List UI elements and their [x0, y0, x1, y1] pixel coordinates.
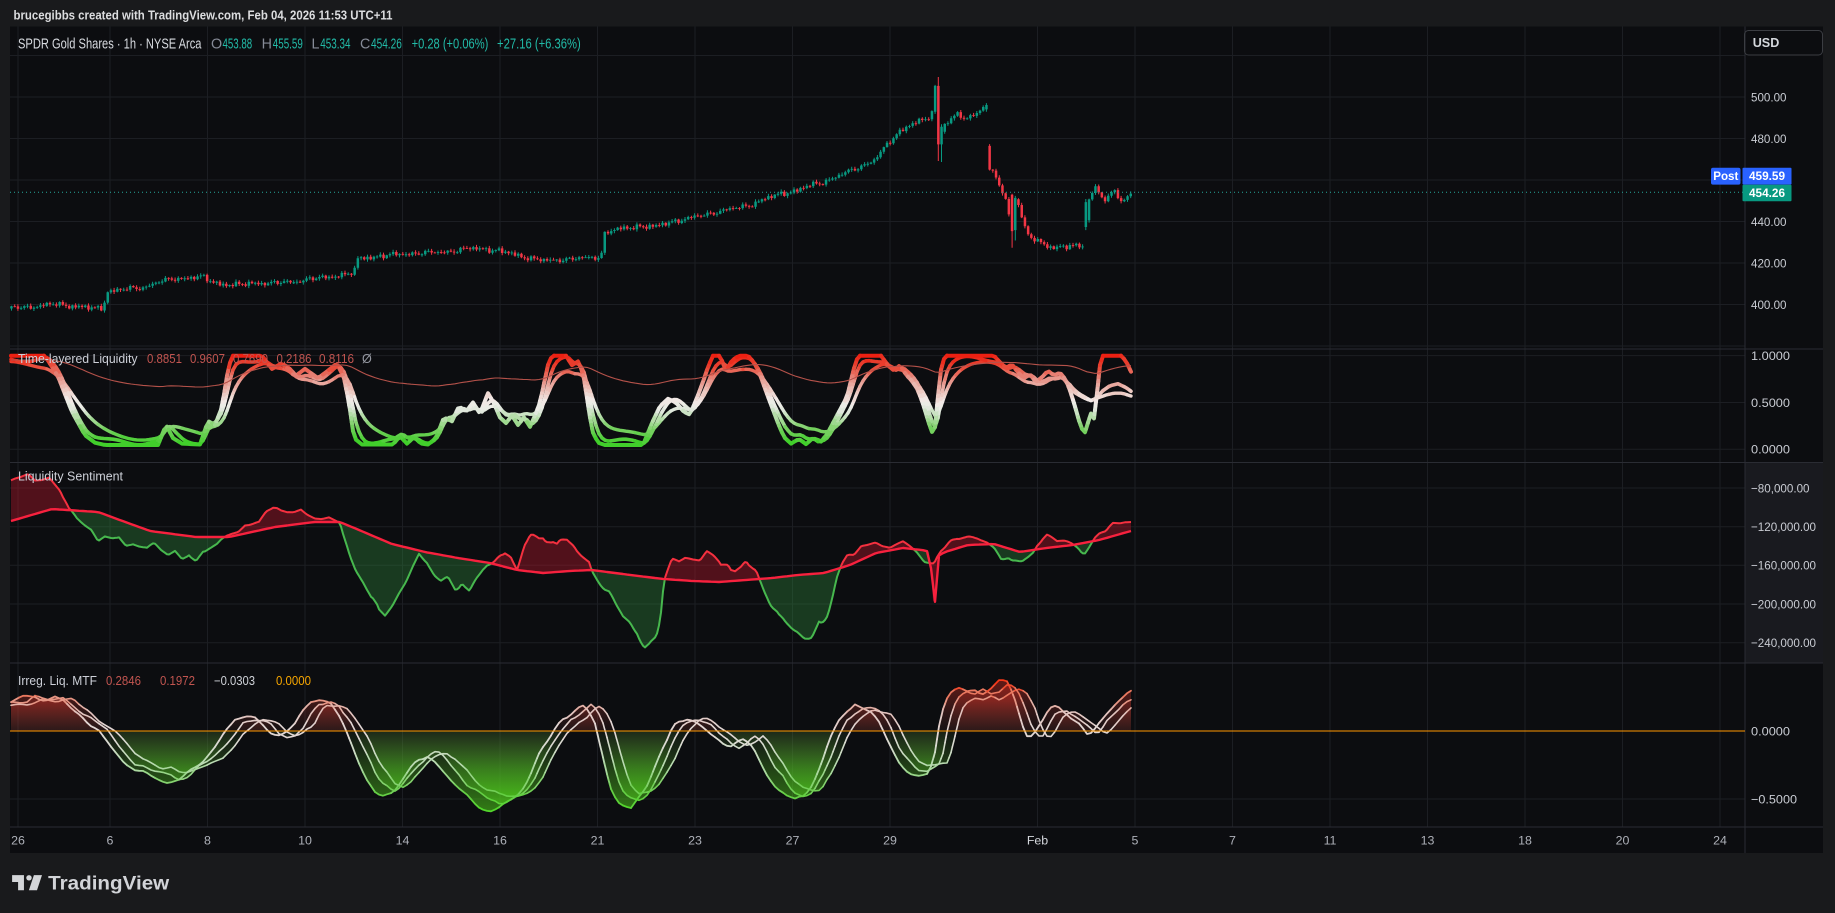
svg-text:0.0000: 0.0000 — [1751, 724, 1790, 738]
svg-text:USD: USD — [1753, 36, 1780, 50]
svg-text:1.0000: 1.0000 — [1751, 349, 1790, 363]
svg-text:459.59: 459.59 — [1749, 169, 1786, 183]
svg-text:500.00: 500.00 — [1751, 91, 1787, 105]
svg-text:SPDR Gold Shares · 1h · NYSE A: SPDR Gold Shares · 1h · NYSE Arca — [18, 37, 202, 53]
svg-text:0.0000: 0.0000 — [1751, 443, 1790, 457]
svg-text:420.00: 420.00 — [1751, 257, 1787, 271]
svg-text:O: O — [211, 37, 222, 53]
svg-text:TradingView: TradingView — [48, 873, 170, 895]
svg-text:−0.5000: −0.5000 — [1751, 792, 1797, 806]
svg-text:16: 16 — [493, 834, 507, 848]
svg-text:−200,000.00: −200,000.00 — [1751, 597, 1816, 611]
svg-text:0.8116: 0.8116 — [319, 352, 354, 366]
svg-text:23: 23 — [688, 834, 702, 848]
svg-text:0.2186: 0.2186 — [277, 352, 312, 366]
svg-text:0.8851: 0.8851 — [147, 352, 182, 366]
svg-text:26: 26 — [11, 834, 25, 848]
svg-text:−240,000.00: −240,000.00 — [1751, 636, 1816, 650]
svg-text:−120,000.00: −120,000.00 — [1751, 520, 1816, 534]
svg-text:L: L — [312, 37, 320, 53]
svg-text:13: 13 — [1421, 834, 1435, 848]
svg-text:20: 20 — [1616, 834, 1630, 848]
svg-text:453.34: 453.34 — [320, 37, 350, 53]
svg-text:0.7690: 0.7690 — [233, 352, 268, 366]
svg-text:10: 10 — [298, 834, 312, 848]
svg-text:Time-layered Liquidity: Time-layered Liquidity — [18, 351, 138, 366]
svg-text:400.00: 400.00 — [1751, 298, 1787, 312]
svg-text:−160,000.00: −160,000.00 — [1751, 559, 1816, 573]
svg-text:H: H — [262, 37, 272, 53]
svg-text:14: 14 — [396, 834, 410, 848]
svg-text:440.00: 440.00 — [1751, 215, 1787, 229]
svg-text:C: C — [360, 37, 370, 53]
svg-text:Irreg. Liq. MTF: Irreg. Liq. MTF — [18, 673, 97, 688]
svg-text:455.59: 455.59 — [273, 37, 303, 53]
svg-text:+27.16 (+6.36%): +27.16 (+6.36%) — [497, 37, 581, 53]
svg-text:21: 21 — [591, 834, 605, 848]
svg-text:454.26: 454.26 — [1749, 186, 1786, 200]
svg-text:0.9607: 0.9607 — [190, 352, 225, 366]
svg-text:24: 24 — [1713, 834, 1727, 848]
svg-text:27: 27 — [786, 834, 800, 848]
svg-text:480.00: 480.00 — [1751, 132, 1787, 146]
svg-text:Post: Post — [1713, 170, 1738, 183]
svg-text:Ø: Ø — [362, 352, 372, 366]
svg-text:7: 7 — [1229, 834, 1236, 848]
svg-text:0.5000: 0.5000 — [1751, 396, 1790, 410]
svg-text:8: 8 — [204, 834, 211, 848]
svg-text:0.2846: 0.2846 — [106, 674, 141, 688]
svg-text:18: 18 — [1518, 834, 1532, 848]
svg-text:0.0000: 0.0000 — [276, 674, 311, 688]
svg-text:0.1972: 0.1972 — [160, 674, 195, 688]
svg-text:Feb: Feb — [1027, 834, 1048, 848]
svg-text:29: 29 — [883, 834, 897, 848]
svg-text:6: 6 — [107, 834, 114, 848]
svg-text:Liquidity Sentiment: Liquidity Sentiment — [18, 468, 123, 483]
svg-text:11: 11 — [1324, 834, 1337, 848]
svg-text:454.26: 454.26 — [371, 37, 402, 53]
svg-text:5: 5 — [1132, 834, 1139, 848]
svg-text:453.88: 453.88 — [223, 37, 253, 53]
svg-text:−0.0303: −0.0303 — [214, 674, 255, 688]
svg-text:+0.28 (+0.06%): +0.28 (+0.06%) — [412, 37, 489, 53]
svg-text:−80,000.00: −80,000.00 — [1751, 481, 1810, 495]
svg-text:brucegibbs created with Tradin: brucegibbs created with TradingView.com,… — [14, 8, 393, 23]
